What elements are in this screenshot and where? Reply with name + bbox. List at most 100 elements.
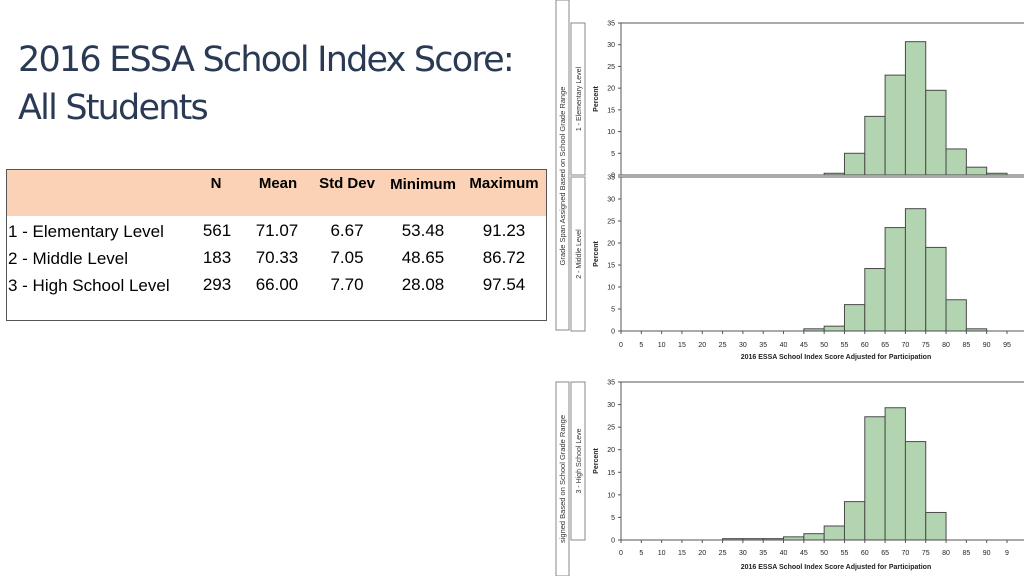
- x-tick-label: 75: [922, 342, 930, 349]
- row-maximum: 86.72: [482, 248, 526, 267]
- histogram-bar: [762, 538, 785, 541]
- x-tick-label: 20: [698, 342, 706, 349]
- table-row: 3 - High School Level 293 66.00 7.70 28.…: [7, 272, 546, 318]
- header-std-dev: Std Dev: [319, 175, 375, 192]
- histogram-bar: [986, 172, 1008, 176]
- y-tick-label: 0: [611, 173, 615, 180]
- x-tick-label: 25: [719, 342, 727, 349]
- x-tick-label: 9: [1005, 550, 1009, 557]
- x-tick-label: 50: [820, 342, 828, 349]
- histogram-bar: [884, 227, 906, 332]
- histogram-bar: [965, 328, 988, 332]
- histogram-bar: [843, 501, 866, 541]
- x-tick-label: 35: [759, 342, 767, 349]
- x-tick-label: 80: [942, 342, 950, 349]
- row-mean: 71.07: [255, 221, 299, 240]
- x-tick-label: 75: [922, 550, 930, 557]
- histogram-bar: [742, 538, 764, 541]
- panel-strip: [570, 22, 586, 176]
- histogram-bar: [803, 533, 825, 541]
- panel-label: 1 - Elementary Level: [576, 66, 583, 131]
- row-maximum: 91.23: [482, 221, 526, 240]
- y-tick-label: 10: [607, 492, 615, 499]
- x-tick-label: 60: [861, 342, 869, 349]
- histogram-bar: [945, 299, 967, 332]
- x-tick-label: 85: [962, 342, 970, 349]
- y-axis-label: Percent: [593, 447, 600, 473]
- row-maximum: 97.54: [482, 275, 526, 294]
- x-tick-label: 5: [639, 550, 643, 557]
- row-n: 183: [202, 248, 232, 267]
- x-tick-label: 45: [800, 342, 808, 349]
- panel-label: 3 - High School Leve: [576, 428, 583, 493]
- histogram-bar: [884, 407, 906, 541]
- y-tick-label: 15: [607, 107, 615, 114]
- x-tick-label: 30: [739, 550, 747, 557]
- group-axis-label: Grade Span Assigned Based on School Grad…: [558, 87, 567, 266]
- y-tick-label: 30: [607, 402, 615, 409]
- x-tick-label: 65: [881, 342, 889, 349]
- histogram-bar: [945, 148, 967, 176]
- y-tick-label: 5: [611, 151, 615, 158]
- row-minimum: 48.65: [401, 248, 445, 267]
- y-tick-label: 25: [607, 219, 615, 226]
- x-tick-label: 65: [881, 550, 889, 557]
- y-tick-label: 10: [607, 285, 615, 292]
- y-tick-label: 10: [607, 129, 615, 136]
- y-tick-label: 30: [607, 42, 615, 49]
- y-tick-label: 5: [611, 515, 615, 522]
- y-tick-label: 35: [607, 380, 615, 387]
- group-axis-label: signed Based on School Grade Range: [558, 415, 567, 543]
- row-minimum: 53.48: [401, 221, 445, 240]
- x-tick-label: 90: [983, 342, 991, 349]
- y-tick-label: 20: [607, 241, 615, 248]
- plot-frame: [620, 381, 1024, 541]
- y-axis-label: Percent: [593, 85, 600, 111]
- header-maximum: Maximum: [469, 175, 539, 192]
- row-label: 3 - High School Level: [8, 276, 170, 295]
- title-line-2: All Students: [18, 88, 209, 128]
- y-axis-label: Percent: [593, 240, 600, 266]
- x-tick-label: 30: [739, 342, 747, 349]
- panel-label: 2 - Middle Level: [576, 229, 583, 279]
- histogram-bar: [843, 304, 866, 332]
- y-tick-label: 35: [607, 175, 615, 182]
- histogram-bar: [864, 268, 886, 332]
- x-tick-label: 85: [962, 550, 970, 557]
- histogram-bar: [925, 511, 947, 541]
- y-tick-label: 20: [607, 86, 615, 93]
- summary-stats-table: N Mean Std Dev Minimum Maximum 1 - Eleme…: [6, 169, 547, 321]
- y-tick-label: 15: [607, 263, 615, 270]
- row-n: 561: [202, 221, 232, 240]
- x-tick-label: 5: [639, 342, 643, 349]
- x-tick-label: 55: [841, 342, 849, 349]
- row-label: 1 - Elementary Level: [8, 222, 164, 241]
- y-tick-label: 15: [607, 470, 615, 477]
- x-tick-label: 45: [800, 550, 808, 557]
- x-tick-label: 35: [759, 550, 767, 557]
- histogram-bar: [722, 538, 744, 541]
- x-tick-label: 25: [719, 550, 727, 557]
- row-mean: 70.33: [255, 248, 299, 267]
- x-axis-label: 2016 ESSA School Index Score Adjusted fo…: [741, 564, 931, 571]
- histogram-bar: [783, 536, 805, 541]
- x-tick-label: 40: [780, 550, 788, 557]
- title-line-1: 2016 ESSA School Index Score:: [18, 40, 515, 80]
- row-mean: 66.00: [255, 275, 299, 294]
- histogram-bar: [904, 41, 927, 176]
- row-std-dev: 7.05: [330, 248, 364, 267]
- x-tick-label: 0: [619, 342, 623, 349]
- x-tick-label: 20: [698, 550, 706, 557]
- header-mean: Mean: [258, 175, 298, 192]
- panel-strip: [570, 176, 586, 332]
- histogram-bar: [843, 152, 866, 176]
- y-tick-label: 30: [607, 197, 615, 204]
- x-tick-label: 10: [658, 550, 666, 557]
- x-tick-label: 70: [902, 550, 910, 557]
- y-tick-label: 35: [607, 21, 615, 28]
- row-std-dev: 7.70: [330, 275, 364, 294]
- histogram-bar: [904, 441, 927, 541]
- histogram-bar: [904, 208, 927, 332]
- table-row: 1 - Elementary Level 561 71.07 6.67 53.4…: [7, 218, 546, 244]
- header-n: N: [210, 175, 222, 192]
